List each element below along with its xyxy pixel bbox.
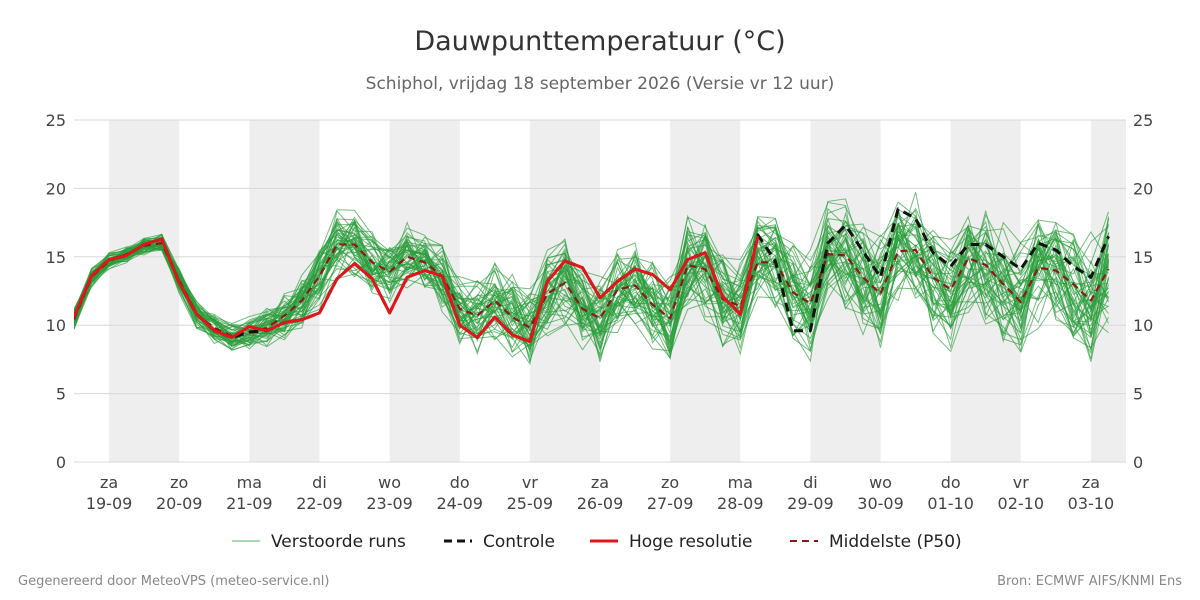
- legend-label-control: Controle: [483, 532, 555, 552]
- y-tick-label: 0: [56, 453, 66, 472]
- x-axis: za 19-09 zo 20-09 ma 21-09 di 22-09 wo 23-09 do 24-…: [86, 473, 1114, 513]
- legend: Verstoorde runs Controle Hoge resolutie …: [232, 532, 962, 552]
- footer-source: Bron: ECMWF AIFS/KNMI Ens: [997, 574, 1182, 589]
- x-tick-date: 25-09: [507, 494, 554, 513]
- chart-subtitle: Schiphol, vrijdag 18 september 2026 (Ver…: [366, 74, 835, 94]
- ensemble-member-line: [74, 208, 1109, 345]
- x-tick-day: zo: [661, 473, 679, 492]
- y-tick-label: 20: [46, 179, 66, 198]
- y-tick-label: 0: [1133, 453, 1143, 472]
- x-tick-day: wo: [378, 473, 401, 492]
- x-tick-day: za: [591, 473, 609, 492]
- y-tick-label: 25: [46, 111, 66, 130]
- y-axis-right: 0 5 10 15 20 25: [1133, 111, 1153, 472]
- x-tick-day: zo: [170, 473, 188, 492]
- x-tick-day: do: [450, 473, 470, 492]
- x-tick-date: 27-09: [647, 494, 694, 513]
- y-tick-label: 15: [1133, 248, 1153, 267]
- x-tick-day: di: [803, 473, 818, 492]
- x-tick-day: do: [941, 473, 961, 492]
- x-tick-day: vr: [1013, 473, 1029, 492]
- x-tick-date: 03-10: [1068, 494, 1115, 513]
- ensemble-member-line: [74, 210, 1109, 333]
- y-tick-label: 5: [56, 385, 66, 404]
- x-tick-day: za: [100, 473, 118, 492]
- hires-line: [74, 235, 760, 344]
- legend-label-hires: Hoge resolutie: [629, 532, 753, 552]
- x-tick-date: 30-09: [857, 494, 904, 513]
- median-line: [74, 242, 1110, 338]
- ensemble-member-line: [74, 224, 1109, 351]
- ensemble-member-line: [74, 222, 1109, 344]
- x-tick-date: 21-09: [226, 494, 273, 513]
- legend-label-median: Middelste (P50): [829, 532, 962, 552]
- ensemble-member-line: [74, 209, 1109, 328]
- x-tick-day: ma: [728, 473, 753, 492]
- x-tick-date: 26-09: [577, 494, 624, 513]
- x-tick-date: 01-10: [927, 494, 974, 513]
- plot-area: [74, 192, 1110, 366]
- y-tick-label: 25: [1133, 111, 1153, 130]
- ensemble-member-line: [74, 244, 1109, 358]
- ensemble-member-line: [74, 245, 1109, 362]
- x-tick-date: 24-09: [436, 494, 483, 513]
- ensemble-member-line: [74, 233, 1109, 358]
- x-tick-date: 23-09: [366, 494, 413, 513]
- footer-credit: Gegenereerd door MeteoVPS (meteo-service…: [18, 574, 329, 589]
- x-tick-day: vr: [522, 473, 538, 492]
- ensemble-member-line: [74, 223, 1109, 353]
- ensemble-member-line: [74, 209, 1109, 343]
- chart-title: Dauwpunttemperatuur (°C): [414, 26, 785, 57]
- x-tick-date: 19-09: [86, 494, 133, 513]
- y-tick-label: 10: [1133, 316, 1153, 335]
- x-tick-date: 22-09: [296, 494, 343, 513]
- y-tick-label: 15: [46, 248, 66, 267]
- x-tick-date: 28-09: [717, 494, 764, 513]
- legend-label-perturbed: Verstoorde runs: [271, 532, 406, 552]
- ensemble-member-line: [74, 237, 1109, 366]
- x-tick-day: wo: [869, 473, 892, 492]
- night-band: [109, 120, 180, 462]
- x-tick-day: ma: [237, 473, 262, 492]
- x-tick-day: za: [1082, 473, 1100, 492]
- series-layer: [74, 192, 1110, 366]
- y-tick-label: 10: [46, 316, 66, 335]
- y-tick-label: 20: [1133, 179, 1153, 198]
- x-tick-date: 02-10: [998, 494, 1045, 513]
- x-tick-day: di: [312, 473, 327, 492]
- x-tick-date: 29-09: [787, 494, 834, 513]
- y-axis-left: 0 5 10 15 20 25: [46, 111, 66, 472]
- y-tick-label: 5: [1133, 385, 1143, 404]
- x-tick-date: 20-09: [156, 494, 203, 513]
